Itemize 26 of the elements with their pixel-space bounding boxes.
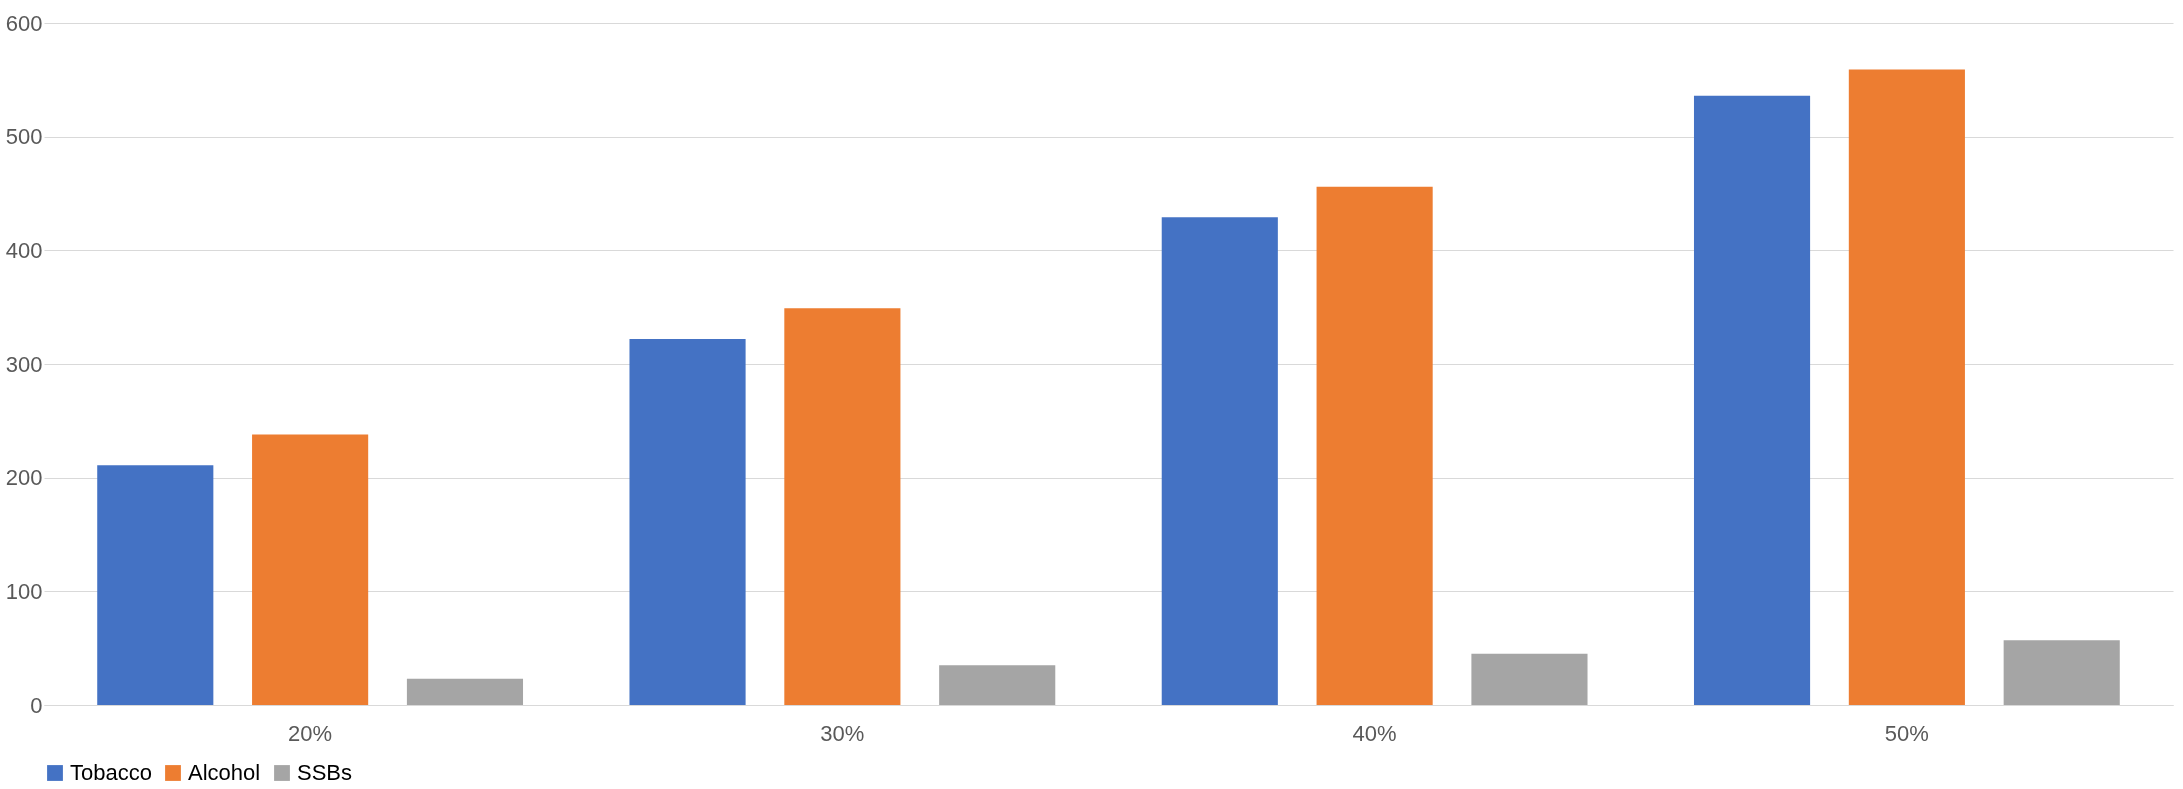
bar [252,434,369,705]
x-tick-label: 40% [1352,720,1397,746]
y-tick-label: 600 [5,10,43,36]
y-tick-label: 0 [30,692,43,718]
y-tick-label: 100 [5,578,43,604]
legend-label: SSBs [297,760,353,785]
y-tick-label: 400 [5,237,43,263]
bar [784,308,901,705]
x-tick-label: 20% [288,720,333,746]
bar [1316,186,1433,705]
x-tick-label: 30% [820,720,865,746]
legend-label: Tobacco [70,760,152,785]
bar [97,465,214,705]
bar [2003,640,2120,705]
x-tick-label: 50% [1884,720,1929,746]
bar [406,678,524,705]
bar [629,338,746,705]
y-tick-label: 300 [5,351,43,377]
bar [1471,653,1588,705]
legend-label: Alcohol [188,760,261,785]
y-tick-label: 200 [5,465,43,491]
y-tick-label: 500 [5,124,43,150]
bar [939,665,1056,705]
bar [1161,217,1278,705]
bar [1848,69,1965,705]
bar [1693,95,1811,705]
